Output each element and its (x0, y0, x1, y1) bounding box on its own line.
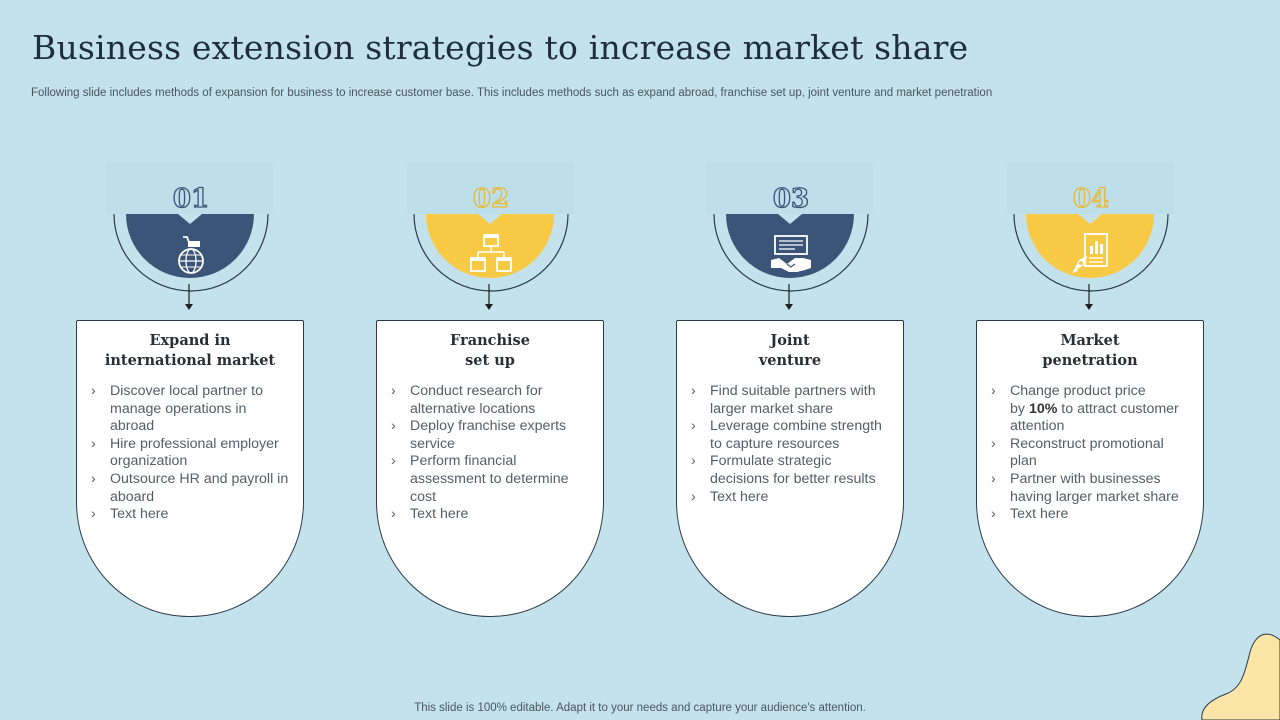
header-shape (706, 162, 874, 310)
card-title: Joint venture (758, 332, 822, 369)
bullet-list: Conduct research for alternative locatio… (377, 383, 603, 524)
handshake-contract-icon (771, 235, 811, 272)
discount-percent: 10% (1028, 400, 1058, 417)
bullet-item: Text here (391, 506, 589, 524)
card-title: Franchise set up (450, 332, 530, 369)
bullet-item: Text here (91, 506, 289, 524)
strategy-card: Franchise set up Conduct research for al… (376, 320, 604, 617)
decorative-blob (1201, 633, 1280, 720)
card-title: Expand in international market (104, 332, 276, 369)
strategy-column-4: 04 Market penetration Change product pri… (976, 160, 1206, 620)
strategy-card: Joint venture Find suitable partners wit… (676, 320, 904, 617)
bullet-text: by (1010, 400, 1025, 417)
bullet-item: Deploy franchise experts service (391, 418, 589, 453)
step-number: 03 (772, 183, 810, 214)
footer-note: This slide is 100% editable. Adapt it to… (414, 702, 866, 714)
franchise-stores-icon (470, 234, 512, 272)
bullet-list: Find suitable partners with larger marke… (677, 383, 903, 506)
rocket-report-icon (1072, 233, 1108, 273)
bullet-item: Perform financial assessment to determin… (391, 453, 589, 506)
strategy-column-2: 02 Franchise set up Conduct research for… (376, 160, 606, 620)
bullet-item: Leverage combine strength to capture res… (691, 418, 889, 453)
strategy-column-1: 01 Expand in international market Discov… (76, 160, 306, 620)
header-shape (406, 162, 574, 310)
globe-cart-icon (178, 236, 204, 274)
bullet-item: Formulate strategic decisions for better… (691, 453, 889, 488)
bullet-item: Hire professional employer organization (91, 436, 289, 471)
bullet-item: Text here (691, 489, 889, 507)
step-number: 01 (172, 183, 210, 214)
bullet-item: Partner with businesses having larger ma… (991, 471, 1189, 506)
strategy-column-3: 03 Joint venture Find suitable partners … (676, 160, 906, 620)
card-title: Market penetration (1042, 332, 1138, 369)
strategy-card: Market penetration Change product priceb… (976, 320, 1204, 617)
bullet-item: Discover local partner to manage operati… (91, 383, 289, 436)
bullet-item: Text here (991, 506, 1189, 524)
step-number: 02 (472, 183, 510, 214)
bullet-item: Conduct research for alternative locatio… (391, 383, 589, 418)
bullet-item: Outsource HR and payroll in aboard (91, 471, 289, 506)
bullet-text: to attract customer attention (1010, 400, 1179, 435)
bullet-item: Reconstruct promotional plan (991, 436, 1189, 471)
bullet-list: Discover local partner to manage operati… (77, 383, 303, 524)
page-subtitle: Following slide includes methods of expa… (31, 87, 993, 99)
bullet-item: Find suitable partners with larger marke… (691, 383, 889, 418)
page-title: Business extension strategies to increas… (32, 28, 969, 67)
bullet-text: Change product price (1010, 383, 1146, 399)
strategy-card: Expand in international market Discover … (76, 320, 304, 617)
step-number: 04 (1072, 183, 1110, 214)
